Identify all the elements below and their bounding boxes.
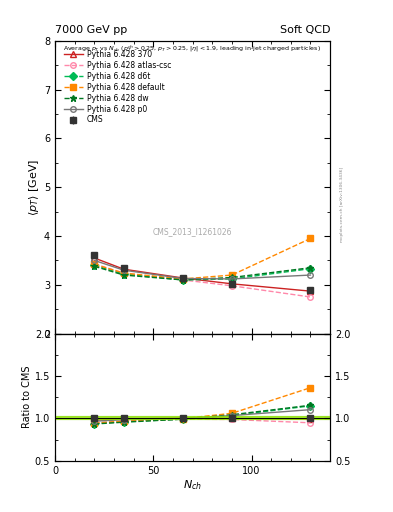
Pythia 6.428 370: [230, 281, 234, 287]
Line: Pythia 6.428 d6t: Pythia 6.428 d6t: [92, 263, 313, 283]
Pythia 6.428 dw: [308, 265, 313, 271]
Pythia 6.428 dw: [180, 277, 185, 283]
Pythia 6.428 d6t: [180, 277, 185, 283]
Pythia 6.428 atlas-csc: [121, 270, 126, 276]
Pythia 6.428 370: [180, 275, 185, 281]
Pythia 6.428 d6t: [92, 262, 97, 268]
Pythia 6.428 default: [121, 270, 126, 276]
Pythia 6.428 370: [308, 288, 313, 294]
Pythia 6.428 p0: [180, 275, 185, 282]
X-axis label: $N_{ch}$: $N_{ch}$: [183, 478, 202, 492]
Line: Pythia 6.428 default: Pythia 6.428 default: [92, 236, 313, 282]
Line: Pythia 6.428 atlas-csc: Pythia 6.428 atlas-csc: [92, 261, 313, 300]
Pythia 6.428 370: [121, 266, 126, 272]
Line: Pythia 6.428 p0: Pythia 6.428 p0: [92, 258, 313, 282]
Line: Pythia 6.428 370: Pythia 6.428 370: [92, 255, 313, 294]
Pythia 6.428 370: [92, 255, 97, 261]
Pythia 6.428 atlas-csc: [308, 294, 313, 300]
Y-axis label: $\langle p_T \rangle$ [GeV]: $\langle p_T \rangle$ [GeV]: [27, 159, 41, 216]
Pythia 6.428 default: [92, 261, 97, 267]
Pythia 6.428 p0: [230, 276, 234, 282]
Pythia 6.428 dw: [121, 272, 126, 278]
Legend: Pythia 6.428 370, Pythia 6.428 atlas-csc, Pythia 6.428 d6t, Pythia 6.428 default: Pythia 6.428 370, Pythia 6.428 atlas-csc…: [62, 48, 173, 127]
Pythia 6.428 d6t: [121, 271, 126, 277]
Pythia 6.428 default: [230, 272, 234, 278]
Pythia 6.428 default: [308, 236, 313, 242]
Text: Average $p_T$ vs $N_{ch}$ ($p_T^{ch}>0.25$, $p_T>0.25$, $|\eta|<1.9$, leading in: Average $p_T$ vs $N_{ch}$ ($p_T^{ch}>0.2…: [63, 44, 321, 54]
Text: mcplots.cern.ch [arXiv:1306.3436]: mcplots.cern.ch [arXiv:1306.3436]: [340, 167, 344, 242]
Pythia 6.428 dw: [92, 263, 97, 269]
Line: Pythia 6.428 dw: Pythia 6.428 dw: [91, 263, 314, 284]
Pythia 6.428 dw: [230, 274, 234, 281]
Pythia 6.428 atlas-csc: [180, 277, 185, 283]
Text: CMS_2013_I1261026: CMS_2013_I1261026: [153, 227, 232, 236]
Y-axis label: Ratio to CMS: Ratio to CMS: [22, 366, 32, 429]
Pythia 6.428 d6t: [308, 266, 313, 272]
Pythia 6.428 atlas-csc: [230, 283, 234, 289]
Text: Soft QCD: Soft QCD: [280, 25, 330, 35]
Text: 7000 GeV pp: 7000 GeV pp: [55, 25, 127, 35]
Pythia 6.428 p0: [308, 272, 313, 278]
Pythia 6.428 atlas-csc: [92, 261, 97, 267]
Pythia 6.428 p0: [121, 267, 126, 273]
Pythia 6.428 default: [180, 276, 185, 282]
Pythia 6.428 d6t: [230, 276, 234, 282]
Pythia 6.428 p0: [92, 258, 97, 264]
